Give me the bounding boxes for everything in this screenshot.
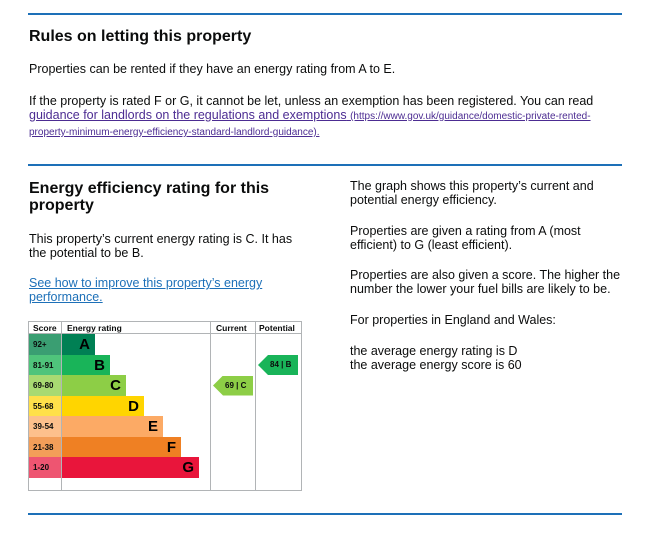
band-letter-e: E	[147, 418, 158, 435]
potential-rating-marker: 84 | B	[258, 355, 298, 375]
average-rating: the average energy rating is D	[350, 344, 518, 358]
band-bar-b: B	[62, 354, 110, 376]
band-bar-a: A	[62, 334, 95, 355]
current-rating-text: This property’s current energy rating is…	[29, 232, 293, 260]
energy-rating-chart: Score Energy rating Current Potential 92…	[28, 321, 302, 491]
efficiency-heading: Energy efficiency rating for this proper…	[29, 180, 270, 214]
landlord-guidance-link-text: guidance for landlords on the regulation…	[29, 108, 347, 122]
band-bar-g: G	[62, 457, 199, 478]
rating-explanation: Properties are given a rating from A (mo…	[350, 224, 581, 252]
landlord-guidance-link[interactable]: guidance for landlords on the regulation…	[29, 108, 591, 138]
landlord-guidance-url: (https://www.gov.uk/guidance/domestic-pr…	[29, 111, 591, 138]
band-score-f: 21-38	[29, 436, 61, 458]
top-divider	[28, 13, 622, 15]
chart-divider-current	[210, 322, 211, 490]
chart-header-divider	[29, 333, 301, 334]
band-letter-g: G	[182, 459, 194, 476]
rules-paragraph-2-text: If the property is rated F or G, it cann…	[29, 94, 594, 108]
band-score-a: 92+	[29, 334, 61, 355]
rules-paragraph-2: If the property is rated F or G, it cann…	[29, 94, 625, 140]
band-score-g: 1-20	[29, 457, 61, 478]
band-score-c: 69-80	[29, 375, 61, 396]
band-score-d: 55-68	[29, 395, 61, 417]
current-rating-marker: 69 | C	[213, 375, 253, 396]
band-letter-a: A	[79, 336, 90, 353]
band-bar-e: E	[62, 416, 163, 437]
chart-divider-score	[61, 322, 62, 490]
improve-performance-link[interactable]: See how to improve this property’s energ…	[29, 276, 263, 304]
bottom-divider	[28, 513, 622, 515]
chart-header-rating: Energy rating	[67, 323, 122, 333]
middle-divider	[28, 164, 622, 166]
band-letter-c: C	[110, 377, 121, 394]
graph-explanation: The graph shows this property’s current …	[350, 179, 594, 207]
band-score-e: 39-54	[29, 416, 61, 437]
band-letter-d: D	[128, 397, 139, 415]
band-letter-f: F	[166, 438, 176, 456]
band-bar-f: F	[62, 436, 181, 458]
chart-divider-potential	[255, 322, 256, 490]
band-bar-c: C	[62, 375, 126, 396]
region-note: For properties in England and Wales:	[350, 313, 556, 327]
average-score: the average energy score is 60	[350, 358, 522, 372]
chart-header-current: Current	[216, 323, 247, 333]
chart-header-potential: Potential	[259, 323, 295, 333]
band-bar-d: D	[62, 395, 144, 417]
rules-paragraph-1: Properties can be rented if they have an…	[29, 62, 396, 76]
chart-header-score: Score	[33, 323, 57, 333]
band-score-b: 81-91	[29, 354, 61, 376]
band-letter-b: B	[94, 356, 105, 374]
score-explanation: Properties are also given a score. The h…	[350, 268, 621, 296]
rules-heading: Rules on letting this property	[29, 28, 252, 45]
